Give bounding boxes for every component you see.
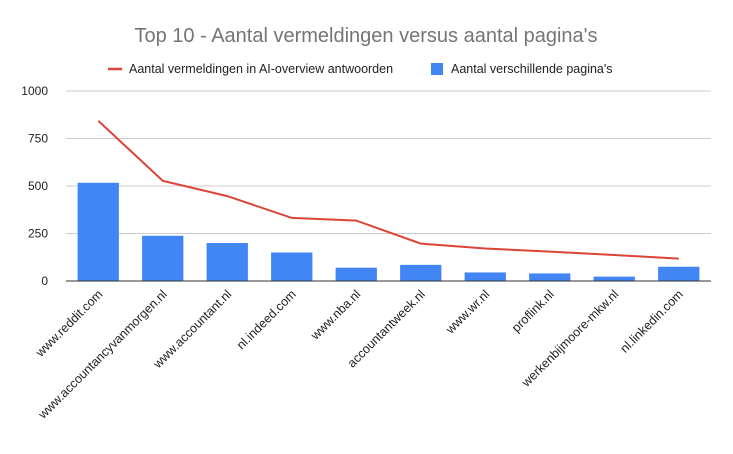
bars [77, 182, 700, 281]
bar [142, 235, 184, 281]
x-tick-label: www.accountancyvanmorgen.nl [35, 287, 170, 422]
legend-bar-swatch [431, 63, 443, 75]
y-axis-ticks: 0 250 500 750 1000 [21, 84, 48, 288]
x-tick-label: www.wr.nl [442, 287, 492, 337]
legend: Aantal vermeldingen in AI-overview antwo… [108, 62, 613, 76]
bar [400, 264, 442, 281]
bar [529, 273, 571, 281]
x-tick-label: proflink.nl [509, 287, 557, 335]
legend-label-bar: Aantal verschillende pagina's [451, 62, 613, 76]
y-tick-label: 500 [28, 179, 48, 193]
x-tick-label: nl.linkedin.com [618, 287, 686, 355]
bar [658, 266, 700, 281]
y-tick-label: 250 [28, 227, 48, 241]
gridlines [66, 90, 711, 234]
bar [464, 272, 506, 281]
x-tick-label: www.reddit.com [32, 287, 105, 360]
x-tick-label: nl.indeed.com [234, 287, 299, 352]
line-series-path [97, 120, 679, 260]
bar [335, 267, 377, 281]
y-tick-label: 1000 [21, 84, 48, 98]
bar [593, 276, 635, 281]
bar [77, 182, 119, 281]
x-tick-label: www.nba.nl [308, 287, 364, 343]
bar [271, 252, 313, 281]
y-tick-label: 750 [28, 132, 48, 146]
bar [206, 243, 248, 281]
chart-title: Top 10 - Aantal vermeldingen versus aant… [135, 25, 598, 47]
y-tick-label: 0 [41, 274, 48, 288]
x-axis-labels: www.reddit.comwww.accountancyvanmorgen.n… [32, 287, 685, 422]
line-series [97, 120, 679, 260]
legend-label-line: Aantal vermeldingen in AI-overview antwo… [129, 62, 393, 76]
